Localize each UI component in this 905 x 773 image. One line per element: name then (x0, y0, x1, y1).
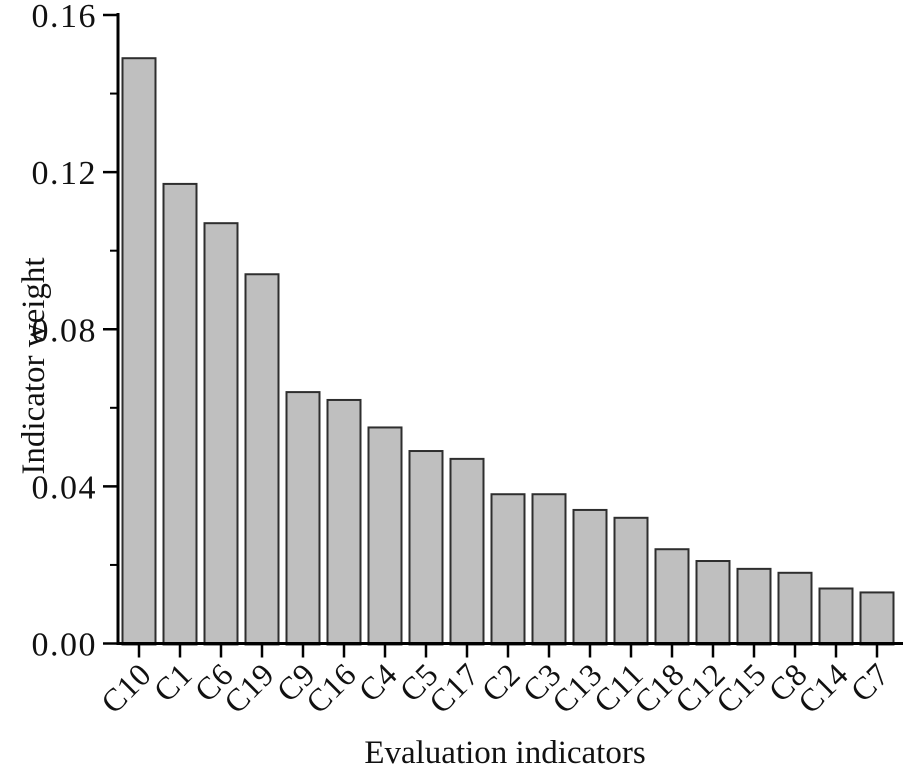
y-tick-label: 0.00 (32, 627, 98, 664)
x-tick-label: C16 (299, 656, 363, 720)
bar-C8 (777, 571, 813, 646)
bar-C12 (695, 560, 731, 646)
bar-C13 (572, 508, 608, 646)
bar-C6 (203, 222, 239, 646)
x-tick-label: C17 (422, 656, 486, 720)
bar-C16 (326, 398, 362, 646)
bar-C17 (449, 457, 485, 646)
bar-C19 (244, 273, 280, 646)
y-tick-label: 0.12 (32, 155, 98, 192)
x-tick-label: C15 (709, 656, 773, 720)
bar-C2 (490, 493, 526, 646)
bar-C11 (613, 516, 649, 646)
bar-C15 (736, 567, 772, 646)
y-tick-label: 0.04 (32, 469, 98, 506)
x-axis-title: Evaluation indicators (364, 735, 645, 771)
bar-C5 (408, 450, 444, 646)
bar-C4 (367, 426, 403, 646)
bar-C1 (162, 182, 198, 646)
x-tick-label: C10 (94, 656, 158, 720)
x-tick-label: C14 (791, 656, 855, 720)
bar-C9 (285, 391, 321, 646)
bar-C14 (818, 587, 854, 646)
x-tick-label: C7 (843, 656, 896, 709)
bar-C18 (654, 548, 690, 646)
bar-C10 (121, 57, 157, 646)
bar-C7 (859, 591, 895, 646)
y-tick-label: 0.16 (32, 0, 98, 35)
bar-C3 (531, 493, 567, 646)
y-tick-label: 0.08 (32, 312, 98, 349)
x-tick-label: C19 (217, 656, 281, 720)
y-axis-title: Indicator weight (16, 257, 52, 474)
